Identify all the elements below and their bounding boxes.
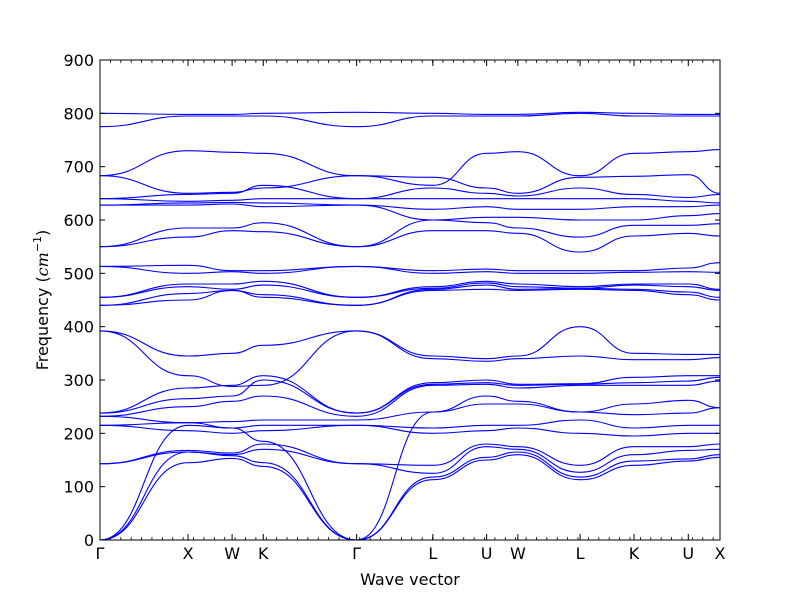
band-line-11 bbox=[99, 375, 720, 414]
band-line-14 bbox=[99, 288, 721, 306]
band-line-6 bbox=[99, 424, 720, 437]
x-tick-label: W bbox=[224, 544, 240, 563]
x-tick-label: Γ bbox=[352, 544, 361, 563]
x-tick-label: X bbox=[715, 544, 726, 563]
band-line-19 bbox=[99, 262, 721, 272]
band-line-17 bbox=[99, 280, 721, 298]
y-tick-label: 200 bbox=[63, 424, 94, 443]
x-tick-label: X bbox=[183, 544, 194, 563]
x-tick-label: L bbox=[576, 544, 585, 563]
band-line-25 bbox=[99, 184, 721, 200]
y-tick-label: 500 bbox=[63, 264, 94, 283]
x-tick-label: U bbox=[682, 544, 694, 563]
x-tick-label: U bbox=[481, 544, 493, 563]
band-line-29 bbox=[99, 111, 720, 115]
y-tick-label: 0 bbox=[84, 531, 94, 550]
band-line-7 bbox=[99, 419, 720, 429]
y-axis-title-close: ) bbox=[33, 230, 52, 236]
y-tick-label: 400 bbox=[63, 318, 94, 337]
bands-group bbox=[99, 111, 721, 541]
y-axis-title: Frequency (cm−1) bbox=[31, 230, 52, 371]
band-line-3 bbox=[99, 395, 721, 541]
band-line-27 bbox=[99, 174, 721, 194]
band-line-15 bbox=[99, 284, 721, 306]
band-line-10 bbox=[99, 376, 721, 414]
x-tick-label: K bbox=[258, 544, 269, 563]
band-line-16 bbox=[99, 282, 721, 298]
y-tick-label: 800 bbox=[63, 104, 94, 123]
band-line-12 bbox=[99, 330, 721, 362]
x-tick-label: K bbox=[629, 544, 640, 563]
band-line-20 bbox=[99, 230, 721, 253]
band-line-1 bbox=[99, 454, 721, 541]
band-line-23 bbox=[99, 201, 721, 210]
band-line-5 bbox=[99, 443, 721, 466]
band-line-9 bbox=[99, 380, 721, 417]
y-axis: 0 100 200 300 400 500 600 700 800 900 bbox=[63, 51, 720, 550]
y-tick-label: 700 bbox=[63, 158, 94, 177]
x-tick-label: Γ bbox=[96, 544, 105, 563]
x-axis-title: Wave vector bbox=[360, 570, 460, 589]
y-tick-label: 100 bbox=[63, 478, 94, 497]
y-axis-title-unit: cm bbox=[33, 252, 52, 276]
y-tick-label: 300 bbox=[63, 371, 94, 390]
band-line-2 bbox=[99, 451, 721, 541]
band-line-18 bbox=[99, 265, 721, 274]
band-line-26 bbox=[99, 149, 721, 186]
band-line-4 bbox=[99, 446, 721, 474]
band-line-13 bbox=[99, 326, 720, 387]
band-line-22 bbox=[99, 203, 721, 221]
y-tick-label: 900 bbox=[63, 51, 94, 70]
y-tick-label: 600 bbox=[63, 211, 94, 230]
x-tick-label: W bbox=[510, 544, 526, 563]
band-line-8 bbox=[99, 403, 721, 424]
y-axis-title-exponent: −1 bbox=[31, 236, 44, 252]
band-line-28 bbox=[99, 112, 720, 128]
plot-frame bbox=[99, 59, 721, 541]
x-tick-label: L bbox=[428, 544, 437, 563]
band-line-24 bbox=[99, 198, 721, 204]
y-axis-title-main: Frequency ( bbox=[33, 276, 52, 370]
